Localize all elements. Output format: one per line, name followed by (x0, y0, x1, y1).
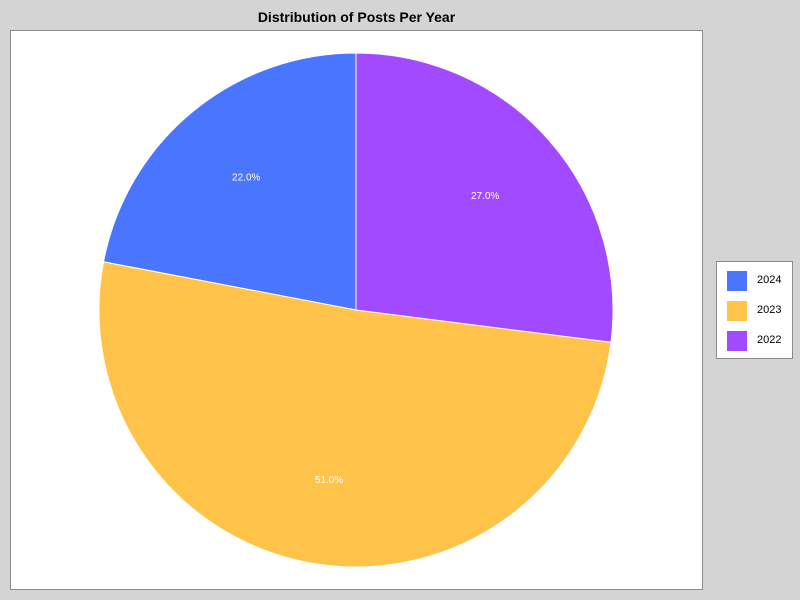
legend-swatch-2022 (727, 331, 747, 351)
legend-swatch-2024 (727, 271, 747, 291)
legend-label-2024: 2024 (757, 274, 782, 286)
pie-slice-2022 (355, 52, 614, 343)
legend: 2024 2023 2022 (716, 261, 793, 359)
pie-slice-labels: 22.0% 51.0% 27.0% (232, 172, 499, 486)
pie-slice-2024 (102, 52, 357, 311)
slice-label-2023: 51.0% (315, 475, 343, 486)
pie-slices (98, 52, 614, 568)
pie-slice-2023 (98, 261, 612, 568)
legend-label-2023: 2023 (757, 304, 782, 316)
legend-swatch-2023 (727, 301, 747, 321)
legend-label-2022: 2022 (757, 334, 782, 346)
chart-title: Distribution of Posts Per Year (257, 9, 456, 25)
slice-label-2024: 22.0% (232, 172, 260, 183)
slice-label-2022: 27.0% (471, 191, 499, 202)
